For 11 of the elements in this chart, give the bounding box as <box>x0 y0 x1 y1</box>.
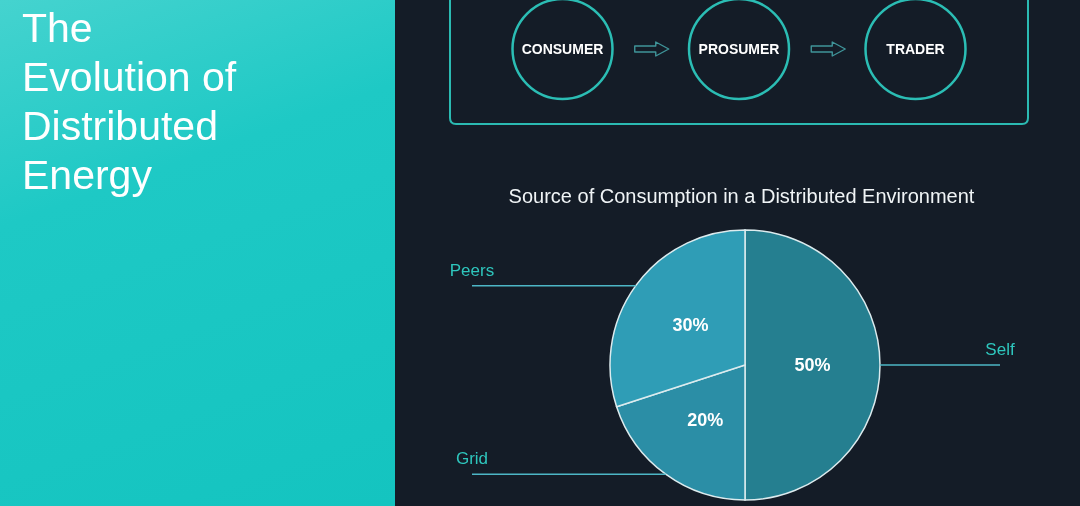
slice-label: Peers <box>449 260 495 280</box>
category-label: TRADER <box>886 41 945 57</box>
data-label: 20% <box>687 409 724 430</box>
category-label: CONSUMER <box>521 41 604 57</box>
text: The Evolution of Distributed Energy <box>22 4 238 200</box>
data-label: 30% <box>672 315 709 336</box>
chart-title: Source of Consumption in a Distributed Environment <box>507 184 976 208</box>
data-label: 50% <box>794 355 831 375</box>
category-label: PROSUMER <box>698 41 780 57</box>
slice-label: Grid <box>455 449 489 469</box>
slice-label: Self <box>985 340 1015 359</box>
